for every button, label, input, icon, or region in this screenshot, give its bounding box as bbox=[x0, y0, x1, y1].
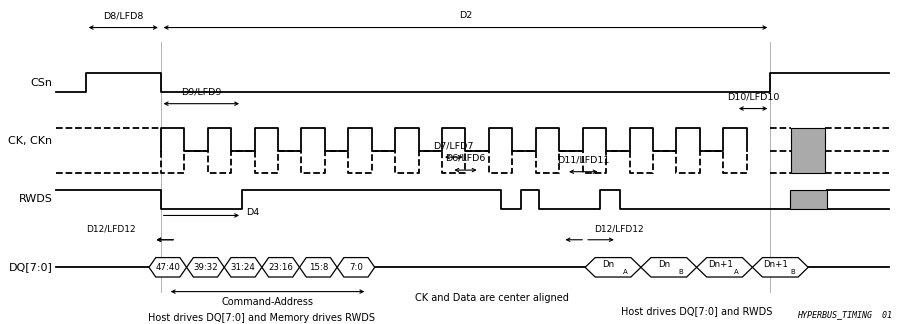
Polygon shape bbox=[149, 258, 187, 277]
Text: D2: D2 bbox=[458, 11, 472, 20]
Text: D6/LFD6: D6/LFD6 bbox=[445, 154, 485, 163]
Polygon shape bbox=[336, 258, 374, 277]
Text: Dn+1: Dn+1 bbox=[762, 260, 787, 270]
Text: RWDS: RWDS bbox=[18, 194, 52, 204]
Text: DQ[7:0]: DQ[7:0] bbox=[8, 262, 52, 272]
Text: 7:0: 7:0 bbox=[348, 263, 363, 272]
Text: B: B bbox=[678, 269, 683, 274]
Polygon shape bbox=[299, 258, 336, 277]
Text: Dn: Dn bbox=[602, 260, 614, 270]
Text: D7/LFD7: D7/LFD7 bbox=[433, 141, 474, 150]
Polygon shape bbox=[640, 258, 696, 277]
Text: B: B bbox=[789, 269, 794, 274]
Text: 15:8: 15:8 bbox=[308, 263, 327, 272]
Text: D12/LFD12: D12/LFD12 bbox=[86, 225, 135, 234]
Polygon shape bbox=[262, 258, 299, 277]
Text: 39:32: 39:32 bbox=[193, 263, 217, 272]
Polygon shape bbox=[224, 258, 262, 277]
Polygon shape bbox=[751, 258, 807, 277]
Text: 23:16: 23:16 bbox=[268, 263, 293, 272]
Text: Host drives DQ[7:0] and Memory drives RWDS: Host drives DQ[7:0] and Memory drives RW… bbox=[148, 313, 375, 323]
Text: Host drives DQ[7:0] and RWDS: Host drives DQ[7:0] and RWDS bbox=[621, 306, 771, 316]
Text: 31:24: 31:24 bbox=[230, 263, 255, 272]
Text: D12/LFD12: D12/LFD12 bbox=[594, 225, 643, 234]
Text: D8/LFD8: D8/LFD8 bbox=[103, 11, 143, 20]
Text: A: A bbox=[733, 269, 739, 274]
Text: HYPERBUS_TIMING  01: HYPERBUS_TIMING 01 bbox=[796, 310, 891, 319]
Text: 47:40: 47:40 bbox=[155, 263, 180, 272]
Text: CK, CKn: CK, CKn bbox=[8, 136, 52, 146]
Polygon shape bbox=[584, 258, 640, 277]
Text: D4: D4 bbox=[246, 208, 260, 217]
Text: CSn: CSn bbox=[31, 78, 52, 87]
Text: Dn: Dn bbox=[658, 260, 669, 270]
Text: D9/LFD9: D9/LFD9 bbox=[181, 87, 221, 97]
Text: CK and Data are center aligned: CK and Data are center aligned bbox=[415, 293, 568, 303]
Polygon shape bbox=[696, 258, 751, 277]
Text: D11/LFD11: D11/LFD11 bbox=[557, 156, 609, 165]
Text: Command-Address: Command-Address bbox=[221, 297, 313, 307]
Bar bbox=[790, 128, 824, 173]
Text: D10/LFD10: D10/LFD10 bbox=[726, 92, 778, 101]
Polygon shape bbox=[187, 258, 224, 277]
Bar bbox=[789, 190, 826, 209]
Text: A: A bbox=[622, 269, 627, 274]
Text: Dn+1: Dn+1 bbox=[707, 260, 732, 270]
